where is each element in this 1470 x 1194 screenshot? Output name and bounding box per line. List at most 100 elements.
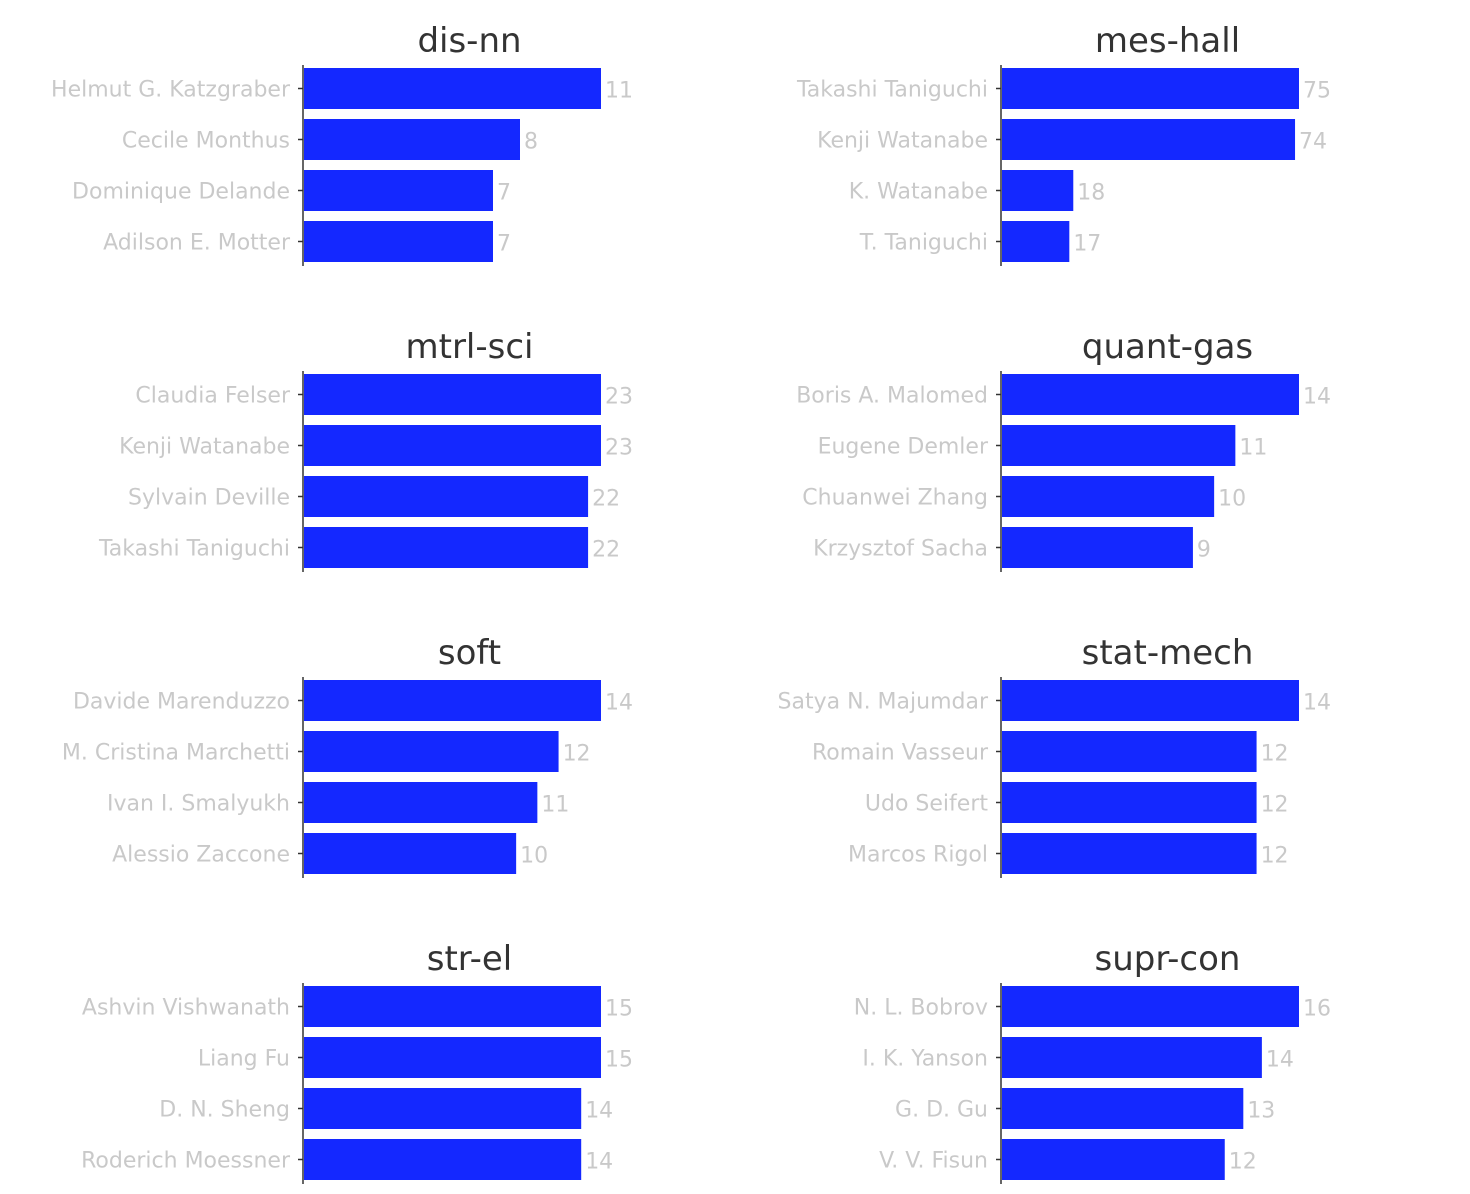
- bar: [1002, 119, 1296, 160]
- category-label: Davide Marenduzzo: [73, 690, 290, 715]
- category-label: Sylvain Deville: [128, 486, 290, 511]
- category-label: Takashi Taniguchi: [98, 537, 290, 562]
- value-label: 11: [1239, 436, 1267, 461]
- category-label: V. V. Fisun: [879, 1149, 988, 1174]
- value-label: 75: [1303, 79, 1331, 104]
- value-label: 16: [1303, 997, 1331, 1022]
- bar: [1002, 374, 1299, 415]
- category-label: Liang Fu: [198, 1047, 290, 1072]
- bar: [1002, 1037, 1262, 1078]
- bar: [304, 527, 589, 568]
- bar: [1002, 527, 1193, 568]
- chart-panel-mtrl-sci: mtrl-sci Claudia Felser 23 Kenji Watanabe 23…: [98, 327, 633, 572]
- value-label: 13: [1247, 1099, 1275, 1124]
- chart-panel-supr-con: supr-con N. L. Bobrov 16 I. K. Yanson 14 G. D…: [854, 939, 1331, 1184]
- category-label: Udo Seifert: [865, 792, 988, 817]
- bar: [304, 782, 538, 823]
- bar: [1002, 986, 1299, 1027]
- category-label: I. K. Yanson: [862, 1047, 988, 1072]
- panel-title: mtrl-sci: [406, 327, 534, 367]
- category-label: Dominique Delande: [72, 180, 290, 205]
- value-label: 14: [1266, 1048, 1294, 1073]
- category-label: M. Cristina Marchetti: [62, 741, 290, 766]
- value-label: 11: [541, 793, 569, 818]
- value-label: 8: [524, 130, 538, 155]
- value-label: 14: [605, 691, 633, 716]
- value-label: 15: [605, 1048, 633, 1073]
- bar: [1002, 425, 1236, 466]
- value-label: 10: [520, 844, 548, 869]
- value-label: 22: [592, 487, 620, 512]
- value-label: 17: [1073, 232, 1101, 257]
- chart-panel-str-el: str-el Ashvin Vishwanath 15 Liang Fu 15 D. N.…: [81, 939, 633, 1184]
- bar: [1002, 833, 1257, 874]
- bar: [304, 1139, 582, 1180]
- bar: [304, 170, 493, 211]
- category-label: Claudia Felser: [135, 384, 291, 409]
- category-label: Boris A. Malomed: [796, 384, 988, 409]
- value-label: 7: [497, 181, 511, 206]
- panel-title: quant-gas: [1082, 327, 1253, 367]
- category-label: Takashi Taniguchi: [796, 78, 988, 103]
- bar: [304, 731, 559, 772]
- panel-title: str-el: [427, 939, 512, 979]
- category-label: Ashvin Vishwanath: [82, 996, 290, 1021]
- bar: [1002, 476, 1215, 517]
- panel-title: mes-hall: [1095, 21, 1240, 61]
- category-label: G. D. Gu: [895, 1098, 988, 1123]
- value-label: 14: [1303, 385, 1331, 410]
- value-label: 12: [1261, 844, 1289, 869]
- bar: [304, 374, 601, 415]
- category-label: Roderich Moessner: [81, 1149, 291, 1174]
- category-label: Helmut G. Katzgraber: [51, 78, 291, 103]
- bar: [304, 221, 493, 262]
- category-label: Alessio Zaccone: [112, 843, 290, 868]
- bar: [304, 986, 601, 1027]
- value-label: 14: [1303, 691, 1331, 716]
- value-label: 74: [1299, 130, 1327, 155]
- bar: [304, 833, 517, 874]
- category-label: Satya N. Majumdar: [778, 690, 989, 715]
- category-label: Romain Vasseur: [812, 741, 989, 766]
- bar: [1002, 782, 1257, 823]
- value-label: 7: [497, 232, 511, 257]
- bar: [304, 680, 601, 721]
- value-label: 18: [1077, 181, 1105, 206]
- category-label: Adilson E. Motter: [103, 231, 291, 256]
- panel-title: dis-nn: [417, 21, 521, 61]
- value-label: 14: [585, 1099, 613, 1124]
- value-label: 12: [1229, 1150, 1257, 1175]
- category-label: Eugene Demler: [818, 435, 989, 460]
- bar: [304, 68, 601, 109]
- panel-title: soft: [438, 633, 501, 673]
- category-label: Ivan I. Smalyukh: [107, 792, 290, 817]
- chart-panel-soft: soft Davide Marenduzzo 14 M. Cristina March…: [62, 633, 633, 878]
- value-label: 10: [1218, 487, 1246, 512]
- value-label: 12: [1261, 742, 1289, 767]
- category-label: Chuanwei Zhang: [802, 486, 988, 511]
- chart-panel-quant-gas: quant-gas Boris A. Malomed 14 Eugene Demler…: [796, 327, 1331, 572]
- bar: [304, 425, 601, 466]
- value-label: 15: [605, 997, 633, 1022]
- chart-panel-stat-mech: stat-mech Satya N. Majumdar 14 Romain Vasse…: [778, 633, 1331, 878]
- value-label: 12: [1261, 793, 1289, 818]
- bar: [304, 1037, 601, 1078]
- bar: [1002, 680, 1299, 721]
- chart-panel-dis-nn: dis-nn Helmut G. Katzgraber 11 Cecile Month…: [51, 21, 633, 266]
- category-label: Kenji Watanabe: [119, 435, 290, 460]
- value-label: 12: [563, 742, 591, 767]
- category-label: Krzysztof Sacha: [813, 537, 988, 562]
- category-label: T. Taniguchi: [859, 231, 988, 256]
- bar: [1002, 221, 1070, 262]
- bar: [304, 476, 589, 517]
- bar: [1002, 1088, 1244, 1129]
- chart-panel-mes-hall: mes-hall Takashi Taniguchi 75 Kenji Watanab…: [796, 21, 1331, 266]
- category-label: Kenji Watanabe: [817, 129, 988, 154]
- value-label: 23: [605, 385, 633, 410]
- value-label: 22: [592, 538, 620, 563]
- category-label: K. Watanabe: [849, 180, 988, 205]
- category-label: Marcos Rigol: [848, 843, 988, 868]
- value-label: 11: [605, 79, 633, 104]
- bar: [1002, 68, 1299, 109]
